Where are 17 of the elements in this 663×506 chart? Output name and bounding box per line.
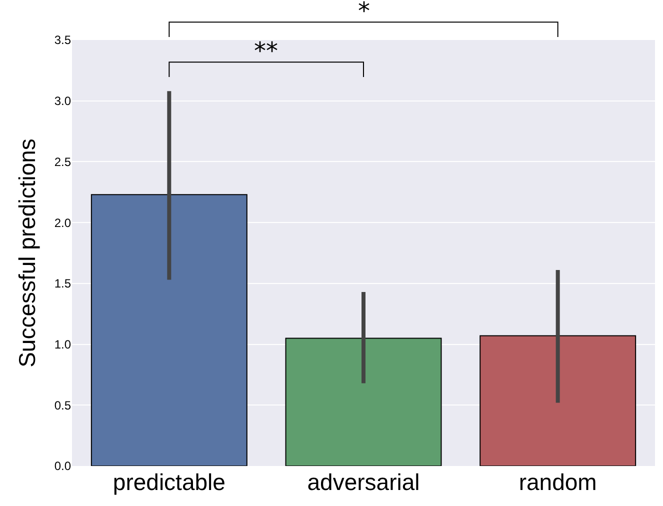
y-axis-title: Successful predictions <box>14 138 40 368</box>
annotation: ** <box>254 37 278 65</box>
y-tick-label: 3.5 <box>54 33 72 48</box>
bar <box>480 335 636 466</box>
y-tick-label: 0.0 <box>54 459 72 474</box>
y-tick-label: 3.0 <box>54 94 72 108</box>
y-tick-label: 2.5 <box>54 154 72 169</box>
y-tick-label: 1.0 <box>54 337 72 352</box>
y-tick-label: 0.5 <box>54 398 72 412</box>
text: * <box>358 0 370 25</box>
y-tick-label: 1.5 <box>54 276 72 291</box>
bar <box>90 194 248 466</box>
bar <box>285 338 442 466</box>
x-tick-label: random <box>518 469 597 495</box>
y-tick-label: 2.0 <box>54 216 72 230</box>
x-tick-label: adversarial <box>307 469 420 495</box>
x-tick-label: predictable <box>112 469 226 495</box>
